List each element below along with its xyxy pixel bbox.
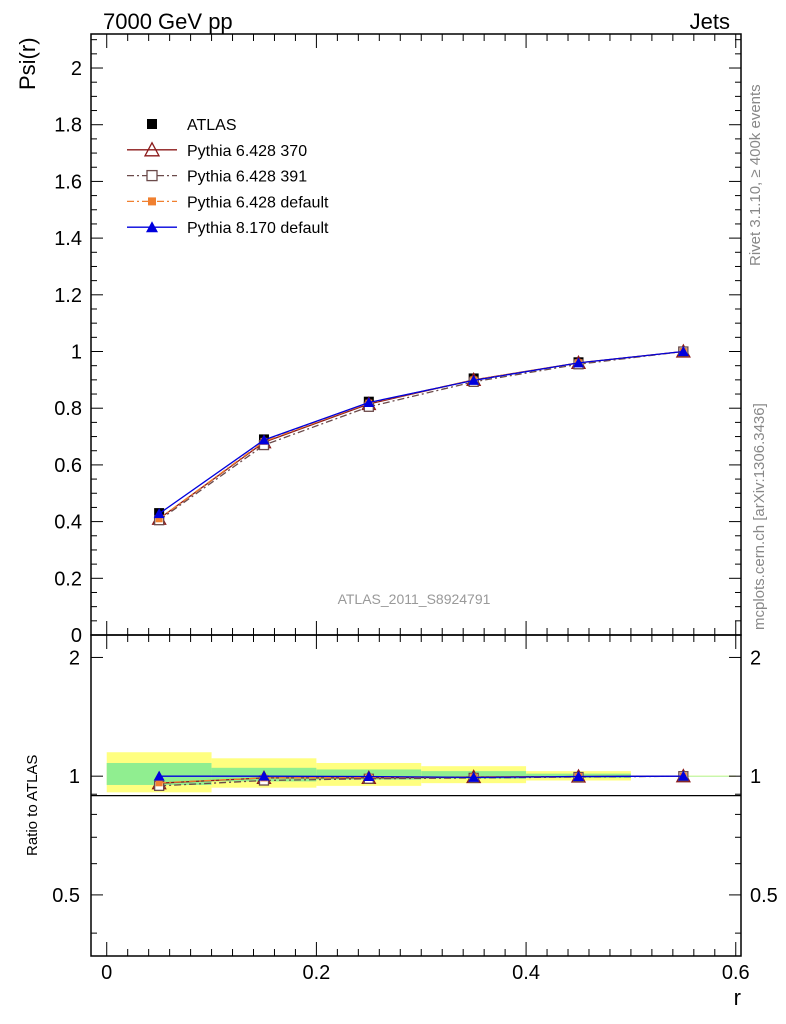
- main-pythia-8-170-default-line: [158, 350, 684, 515]
- legend-pythia-6-428-default-label: Pythia 6.428 default: [187, 194, 329, 211]
- main-y-tick-label: 0.2: [54, 568, 82, 590]
- main-y-tick-label: 1.6: [54, 171, 82, 193]
- legend-pythia-8-170-default-marker: [146, 221, 158, 233]
- x-tick-label: 0.6: [722, 962, 750, 984]
- main-pythia-8-170-default-point: [573, 357, 584, 368]
- main-pythia-6-428-default-line: [158, 350, 684, 520]
- ratio-series-layer: [151, 768, 691, 792]
- ratio-y-axis-label: Ratio to ATLAS: [24, 755, 41, 856]
- main-y-axis-label: Psi(r): [15, 37, 40, 90]
- x-axis: 0 0.2 0.4 0.6: [101, 635, 750, 984]
- x-tick-label: 0: [101, 962, 112, 984]
- ratio-pythia-8-170-default-point: [573, 771, 584, 782]
- main-pythia-8-170-default-point: [363, 397, 375, 408]
- main-series-layer: [151, 343, 691, 526]
- main-y-tick-label: 1.2: [54, 285, 82, 307]
- legend-pythia-6-428-370-label: Pythia 6.428 370: [187, 143, 307, 160]
- main-y-tick-label: 0.4: [54, 512, 82, 534]
- ratio-pythia-8-170-default-point: [258, 770, 270, 781]
- legend-atlas-marker: [147, 119, 157, 129]
- ratio-y-tick-label: 1: [69, 766, 80, 788]
- energy-label: 7000 GeV pp: [103, 9, 233, 34]
- main-y-tick-label: 0.8: [54, 398, 82, 420]
- ratio-pythia-8-170-default-line: [159, 775, 684, 779]
- main-y-tick-label: 2: [71, 58, 82, 80]
- watermark-label: ATLAS_2011_S8924791: [338, 591, 491, 607]
- process-label: Jets: [690, 9, 730, 34]
- main-y-axis: 0 0.2 0.4 0.6 0.8 1 1.2 1.4 1.6 1.8 2: [54, 34, 741, 647]
- x-tick-label: 0.4: [512, 962, 540, 984]
- x-axis-label: r: [734, 985, 741, 1010]
- main-pythia-8-170-default-point: [468, 374, 480, 385]
- ratio-y-tick-label-right: 0.5: [750, 885, 778, 907]
- main-y-tick-label: 1.4: [54, 228, 82, 250]
- ratio-pythia-8-170-default-point: [468, 771, 480, 782]
- main-pythia-6-428-391-line: [158, 350, 684, 521]
- ratio-y-tick-label-right: 1: [750, 766, 761, 788]
- ratio-plot-frame: [90, 634, 742, 957]
- main-pythia-6-428-default-point: [155, 515, 163, 523]
- main-pythia-6-428-370-line: [158, 350, 684, 520]
- ratio-y-tick-label-right: 2: [750, 647, 761, 669]
- ratio-pythia-8-170-default-point: [363, 771, 375, 782]
- legend-pythia-6-428-default-marker: [148, 197, 156, 206]
- ratio-y-tick-label: 2: [69, 647, 80, 669]
- main-pythia-8-170-default-point: [258, 434, 270, 445]
- x-tick-label: 0.2: [302, 962, 330, 984]
- ratio-pythia-6-428-default-point: [155, 779, 163, 787]
- main-pythia-8-170-default-point: [677, 346, 689, 357]
- ratio-y-tick-label: 0.5: [52, 885, 80, 907]
- main-y-tick-label: 0.6: [54, 455, 82, 477]
- main-y-tick-label: 0: [71, 625, 82, 647]
- legend-pythia-8-170-default-label: Pythia 8.170 default: [187, 220, 329, 237]
- legend-atlas-label: ATLAS: [187, 117, 237, 134]
- ratio-panel: 0.5 0.5 1 1 2 2 0 0.2 0.4 0.6 Ratio to ATLAS r: [24, 634, 778, 1010]
- main-y-tick-label: 1.8: [54, 115, 82, 137]
- main-panel: 0 0.2 0.4 0.6 0.8 1 1.2 1.4 1.6 1.8 2 Psi(r) ATLAS…: [15, 33, 742, 647]
- ratio-uncertainty-bands: [106, 752, 736, 793]
- legend: ATLAS Pythia 6.428 370 Pythia 6.428 391 Pyt…: [127, 117, 329, 237]
- legend-pythia-6-428-391-label: Pythia 6.428 391: [187, 169, 307, 186]
- ratio-pythia-8-170-default-point: [677, 770, 689, 781]
- ratio-y-axis: 0.5 0.5 1 1 2 2: [52, 647, 778, 934]
- ratio-pythia-8-170-default-point: [153, 770, 165, 781]
- rivet-version-label: Rivet 3.1.10, ≥ 400k events: [747, 84, 764, 266]
- main-pythia-8-170-default-point: [153, 508, 165, 519]
- main-y-tick-label: 1: [71, 342, 82, 364]
- legend-pythia-6-428-391-marker: [146, 169, 158, 182]
- legend-pythia-6-428-370-marker: [143, 141, 161, 157]
- mcplots-label: mcplots.cern.ch [arXiv:1306.3436]: [751, 403, 768, 630]
